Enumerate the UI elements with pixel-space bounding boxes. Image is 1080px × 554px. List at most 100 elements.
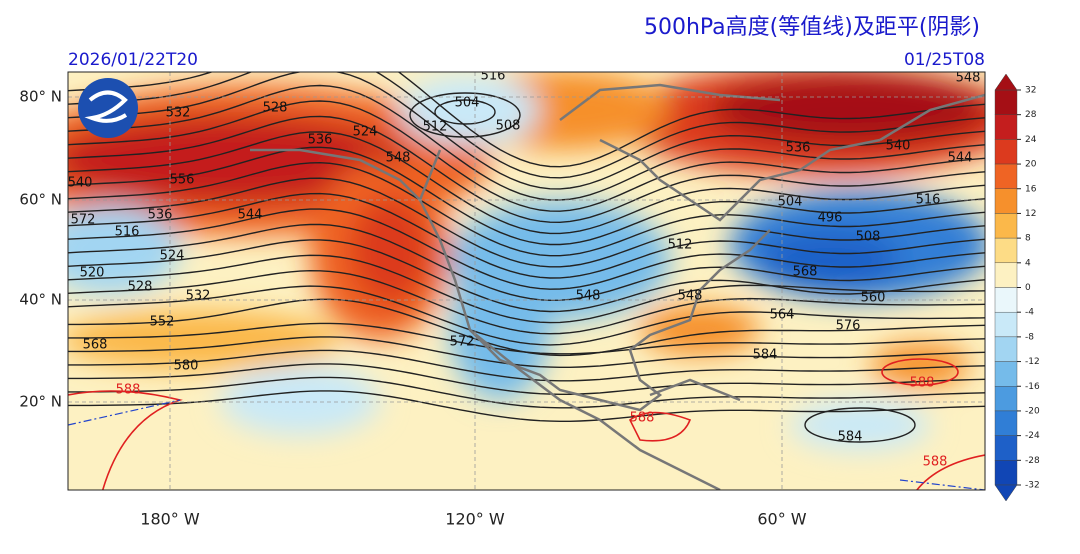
- map-area: 532 528 524 504 512 508 516 536 556 548 544 536 540 5…: [68, 69, 985, 490]
- colorbar-swatch: [994, 89, 1018, 115]
- contour-label: 524: [160, 249, 185, 264]
- colorbar-swatch: [994, 435, 1018, 461]
- ellipse: [68, 310, 340, 370]
- contour-label: 508: [856, 230, 881, 245]
- contour-label: 528: [263, 101, 288, 116]
- colorbar-cap-top: [994, 73, 1018, 91]
- contour-line: [68, 322, 985, 355]
- contour-label: 588: [630, 411, 655, 426]
- contour-line: [68, 72, 985, 179]
- logo: [78, 78, 138, 138]
- contour-label: 536: [308, 133, 333, 148]
- contour-label: 516: [115, 225, 140, 240]
- contour-label: 520: [80, 266, 105, 281]
- path: [84, 90, 128, 123]
- g: 532 528 524 504 512 508 516 536 556 548 544 536 540 5…: [68, 69, 981, 470]
- ellipse: [409, 92, 521, 138]
- contour-label: 548: [678, 289, 703, 304]
- contour-line: [68, 72, 985, 190]
- colorbar-tick-label: 16: [1025, 184, 1037, 194]
- colorbar-tick-label: -20: [1025, 406, 1040, 416]
- colorbar-swatch: [994, 163, 1018, 189]
- colorbar-tick-label: -32: [1025, 481, 1040, 491]
- contour-label: 584: [753, 348, 778, 363]
- path: [879, 93, 985, 142]
- init-time: 2026/01/22T20: [68, 50, 198, 70]
- contour-label: 588: [923, 455, 948, 470]
- contour-label: 540: [68, 176, 93, 191]
- contour-label: 512: [668, 238, 693, 253]
- path: [628, 411, 692, 442]
- contour-line: [68, 146, 985, 246]
- colorbar-tick-label: 12: [1025, 209, 1036, 219]
- ellipse: [220, 365, 380, 435]
- colorbar-swatch: [994, 188, 1018, 214]
- contour-line: [68, 208, 985, 290]
- contour-label: 532: [166, 106, 191, 121]
- ellipse: [450, 260, 550, 400]
- contour-line: [68, 72, 985, 168]
- colorbar-tick-label: 32: [1025, 86, 1036, 96]
- contour-label: 528: [128, 280, 153, 295]
- contour-label: 532: [186, 289, 211, 304]
- colorbar-swatch: [994, 386, 1018, 412]
- ellipse: [881, 358, 959, 386]
- lon-label: 60° W: [757, 510, 806, 529]
- contour-label: 568: [83, 338, 108, 353]
- ellipse: [434, 99, 496, 125]
- contour-label: 544: [238, 208, 263, 223]
- contour-label: 516: [916, 193, 941, 208]
- contour-label: 584: [838, 430, 863, 445]
- contour-line: [68, 115, 985, 224]
- ellipse: [68, 115, 410, 205]
- colorbar-swatch: [994, 114, 1018, 140]
- contour-label: 568: [793, 265, 818, 280]
- contour-label: 504: [778, 195, 803, 210]
- colorbar-tick-label: 28: [1025, 110, 1037, 120]
- rect: [67, 71, 986, 491]
- contour-label: 548: [956, 71, 981, 86]
- path: [915, 454, 985, 490]
- ellipse: [710, 75, 985, 145]
- colorbar-tick-label: 24: [1025, 135, 1037, 145]
- g: 80° N 60° N 40° N 20° N: [19, 88, 62, 411]
- valid-time: 01/25T08: [904, 50, 985, 70]
- contour-label: 540: [886, 139, 911, 154]
- path: [418, 149, 771, 412]
- ellipse: [804, 407, 916, 443]
- contour-label: 588: [910, 376, 935, 391]
- path: [68, 399, 985, 490]
- lon-label: 180° W: [140, 510, 200, 529]
- path: [599, 138, 881, 222]
- contour-label: 552: [150, 315, 175, 330]
- colorbar-swatch: [994, 410, 1018, 436]
- ellipse: [760, 230, 900, 290]
- g: [68, 72, 985, 450]
- colorbar-tick-label: -12: [1025, 357, 1040, 367]
- contour-line: [68, 285, 985, 346]
- colorbar-swatch: [994, 460, 1018, 486]
- lat-label: 40° N: [19, 291, 62, 309]
- contour-line: [68, 269, 985, 335]
- colorbar-cap-bottom: [994, 484, 1018, 502]
- colorbar-tick-label: -28: [1025, 456, 1040, 466]
- colorbar-swatch: [994, 311, 1018, 338]
- contour-label: 496: [818, 211, 843, 226]
- contour-line: [68, 131, 985, 235]
- contour-line: [68, 161, 985, 257]
- contour-line: [68, 376, 985, 409]
- contour-line: [68, 177, 985, 268]
- colorbar-tick-label: -16: [1025, 382, 1040, 392]
- path: [250, 148, 421, 201]
- contour-line: [68, 349, 985, 382]
- path: [469, 329, 721, 490]
- colorbar-swatch: [994, 262, 1018, 288]
- contour-line: [68, 84, 985, 201]
- contour-label: 516: [481, 69, 506, 84]
- lat-label: 60° N: [19, 191, 62, 209]
- g: [68, 72, 985, 422]
- contour-label: 580: [174, 359, 199, 374]
- colorbar-tick-label: 20: [1025, 160, 1037, 170]
- lat-label: 20° N: [19, 393, 62, 411]
